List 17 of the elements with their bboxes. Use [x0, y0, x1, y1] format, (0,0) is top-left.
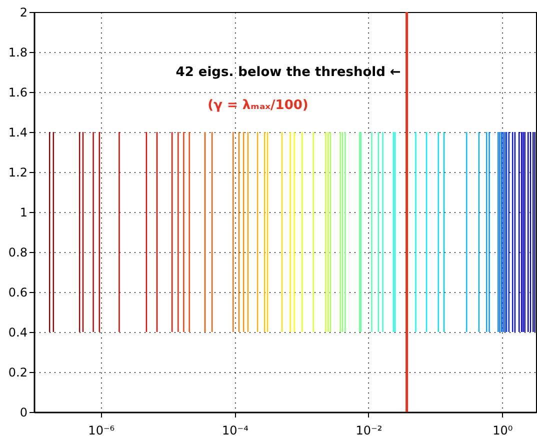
y-tick-label: 0.6 [8, 286, 28, 300]
x-tick-label: 10⁻⁶ [88, 424, 115, 438]
y-tick-label: 0.2 [8, 366, 28, 380]
annotation: (γ = λₘₐₓ/100) [208, 98, 308, 113]
y-tick-label: 0.8 [8, 246, 28, 260]
y-tick-label: 0.4 [8, 326, 28, 340]
annotation: 42 eigs. below the threshold ← [176, 65, 401, 80]
y-tick-label: 1.8 [8, 46, 28, 60]
y-tick-label: 1.2 [8, 166, 28, 180]
y-tick-label: 0 [20, 406, 28, 420]
y-tick-label: 1.4 [8, 126, 28, 140]
x-tick-label: 10⁻² [356, 424, 382, 438]
y-tick-label: 1 [20, 206, 28, 220]
y-tick-label: 2 [20, 6, 28, 20]
x-tick-label: 10⁻⁴ [222, 424, 249, 438]
x-tick-label: 10⁰ [492, 424, 513, 438]
y-tick-label: 1.6 [8, 86, 28, 100]
